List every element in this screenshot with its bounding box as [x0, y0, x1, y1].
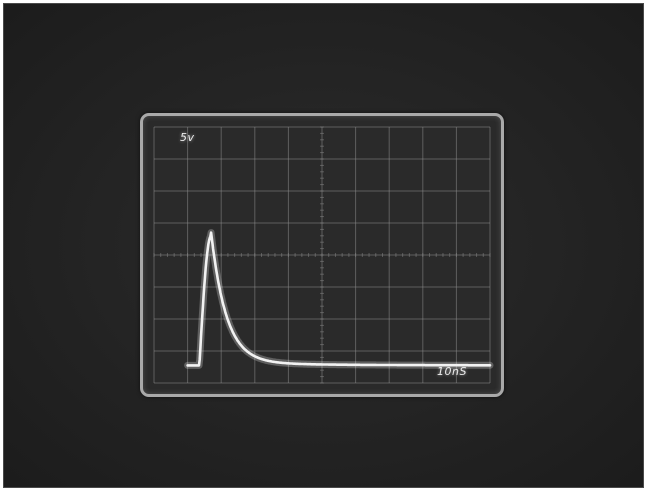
trace-glow	[184, 229, 494, 369]
time-per-division-label: 10nS	[437, 365, 467, 378]
volts-per-division-label: 5v	[180, 131, 195, 144]
oscilloscope-display	[153, 126, 494, 384]
graticule-grid	[153, 126, 491, 384]
photo-frame: 5v 10nS	[3, 3, 644, 488]
signal-trace	[186, 231, 492, 367]
